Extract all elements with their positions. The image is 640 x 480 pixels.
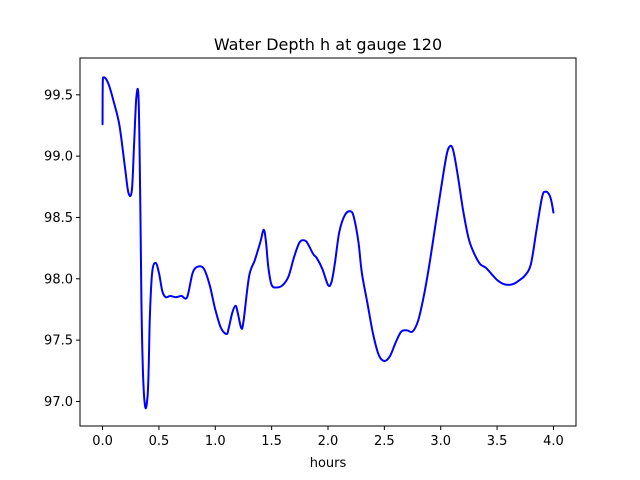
x-tick-label: 1.0 — [205, 434, 226, 449]
x-axis: 0.0 0.5 1.0 1.5 2.0 2.5 3.0 3.5 4.0 — [92, 426, 564, 449]
y-tick-label: 97.5 — [44, 334, 73, 349]
series-line — [101, 76, 555, 410]
x-tick-label: 1.5 — [261, 434, 282, 449]
y-tick-label: 99.5 — [44, 88, 73, 103]
series-group — [101, 76, 555, 410]
x-tick-label: 2.0 — [318, 434, 339, 449]
y-tick-label: 99.0 — [44, 150, 73, 165]
x-tick-label: 4.0 — [543, 434, 564, 449]
y-tick-label: 97.0 — [44, 395, 73, 410]
y-tick-label: 98.0 — [44, 272, 73, 287]
x-tick-label: 0.0 — [92, 434, 113, 449]
x-tick-label: 3.5 — [487, 434, 508, 449]
x-axis-label: hours — [310, 456, 347, 471]
y-axis: 97.0 97.5 98.0 98.5 99.0 99.5 — [44, 88, 80, 410]
x-tick-label: 0.5 — [149, 434, 170, 449]
y-tick-label: 98.5 — [44, 211, 73, 226]
x-tick-label: 2.5 — [374, 434, 395, 449]
chart-title: Water Depth h at gauge 120 — [214, 35, 442, 54]
x-tick-label: 3.0 — [430, 434, 451, 449]
